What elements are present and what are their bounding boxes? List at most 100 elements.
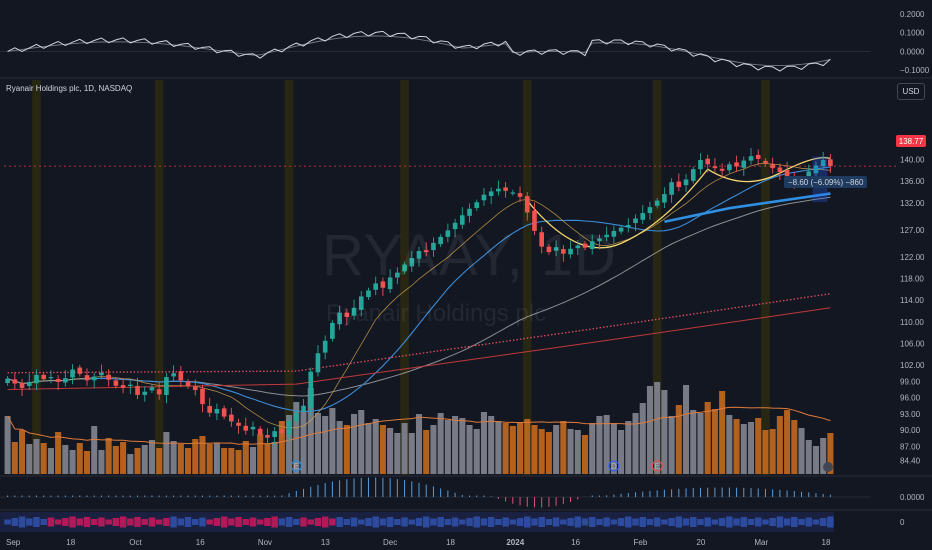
time-tick-label: Feb <box>634 538 648 547</box>
volume-bar <box>560 421 567 474</box>
candle-body <box>77 367 83 374</box>
price-tick-label: 140.00 <box>900 155 925 164</box>
candle-body <box>142 391 148 395</box>
volume-bar <box>524 419 531 474</box>
volume-bar <box>581 435 589 474</box>
candle-body <box>221 408 227 417</box>
volume-bar <box>112 446 119 474</box>
time-axis: Sep 18 Oct 16 Nov 13 Dec 18 2024 16 Feb 20 Mar 18 <box>6 538 831 547</box>
breadth-bar <box>83 517 91 527</box>
candle-body <box>561 249 566 254</box>
last-price-tag: 138.77 <box>896 135 926 147</box>
candle-body <box>315 353 321 373</box>
candle-body <box>55 379 61 382</box>
breadth-bar <box>90 519 98 525</box>
volume-bar <box>62 445 69 474</box>
candle-body <box>763 160 768 164</box>
breadth-bar <box>552 517 560 527</box>
candle-body <box>286 420 292 435</box>
breadth-bar <box>480 518 488 526</box>
breadth-bar <box>430 518 437 526</box>
currency-button[interactable]: USD <box>897 83 925 100</box>
ma-10-line <box>7 162 831 429</box>
volume-bar <box>704 402 711 474</box>
oscillator-pane <box>0 30 870 72</box>
breadth-bar <box>372 516 379 528</box>
breadth-bar <box>33 517 40 527</box>
oscillator-tick-label: 0.0000 <box>900 47 925 56</box>
volume-bar <box>322 416 329 474</box>
breadth-pane <box>0 512 834 532</box>
breadth-bar <box>300 517 307 527</box>
candle-body <box>380 281 386 288</box>
time-tick-label: Sep <box>6 538 21 547</box>
volume-bar <box>83 451 91 474</box>
momentum-pane <box>0 477 870 508</box>
breadth-bar <box>747 519 755 525</box>
breadth-bar <box>401 517 408 527</box>
breadth-bar <box>509 519 517 525</box>
breadth-bar <box>213 518 221 526</box>
breadth-bar <box>769 518 776 526</box>
volume-bar <box>19 430 26 474</box>
volume-bar <box>271 442 278 474</box>
candle-body <box>279 429 285 434</box>
candle-body <box>178 371 184 381</box>
volume-bar <box>55 432 62 474</box>
candle-body <box>214 409 220 414</box>
candle-body <box>806 171 812 178</box>
price-tick-label: 127.00 <box>900 226 925 235</box>
candle-body <box>236 422 241 426</box>
breadth-bar <box>495 519 502 525</box>
breadth-bar <box>646 519 654 525</box>
candle-body <box>120 385 126 388</box>
volume-bar <box>286 415 293 474</box>
breadth-bar <box>170 516 177 528</box>
volume-bar <box>661 390 668 474</box>
breadth-bar <box>524 516 531 528</box>
volume-bar <box>784 410 791 474</box>
volume-bar <box>495 421 502 474</box>
candle-body <box>344 312 350 317</box>
breadth-bar <box>307 519 314 525</box>
breadth-bar <box>653 517 661 527</box>
volume-bar <box>827 433 834 474</box>
volume-bar <box>163 432 170 474</box>
breadth-bar <box>776 516 784 528</box>
time-tick-label: 18 <box>66 538 75 547</box>
breadth-bar <box>733 518 740 526</box>
candle-body <box>777 167 783 172</box>
breadth-bar <box>264 518 271 526</box>
volume-bar <box>33 439 40 474</box>
candle-body <box>625 224 631 228</box>
volume-bar <box>415 414 423 474</box>
volume-bar <box>711 409 718 474</box>
candle-body <box>416 250 422 259</box>
breadth-bar <box>437 517 444 527</box>
breadth-bar <box>119 516 127 528</box>
volume-bar <box>249 447 257 474</box>
breadth-bar <box>531 518 538 526</box>
candle-body <box>438 236 443 245</box>
candle-body <box>813 165 819 174</box>
candle-body <box>510 192 516 194</box>
breadth-bar <box>408 519 416 525</box>
breadth-bar <box>726 516 733 528</box>
price-tick-label: 136.00 <box>900 177 925 186</box>
volume-bar <box>264 444 271 474</box>
breadth-tick-label: 0 <box>900 518 905 527</box>
candle-body <box>373 283 379 290</box>
breadth-bar <box>690 517 697 527</box>
breadth-bar <box>545 519 553 525</box>
volume-bar <box>278 421 285 474</box>
candle-body <box>200 388 205 405</box>
candle-body <box>517 193 523 197</box>
breadth-bar <box>155 519 163 525</box>
ma-20-line <box>7 166 831 413</box>
candle-body <box>633 218 638 224</box>
volume-bar <box>127 454 134 474</box>
candle-body <box>99 372 104 376</box>
volume-bar <box>336 421 343 474</box>
volume-bar <box>639 403 646 474</box>
